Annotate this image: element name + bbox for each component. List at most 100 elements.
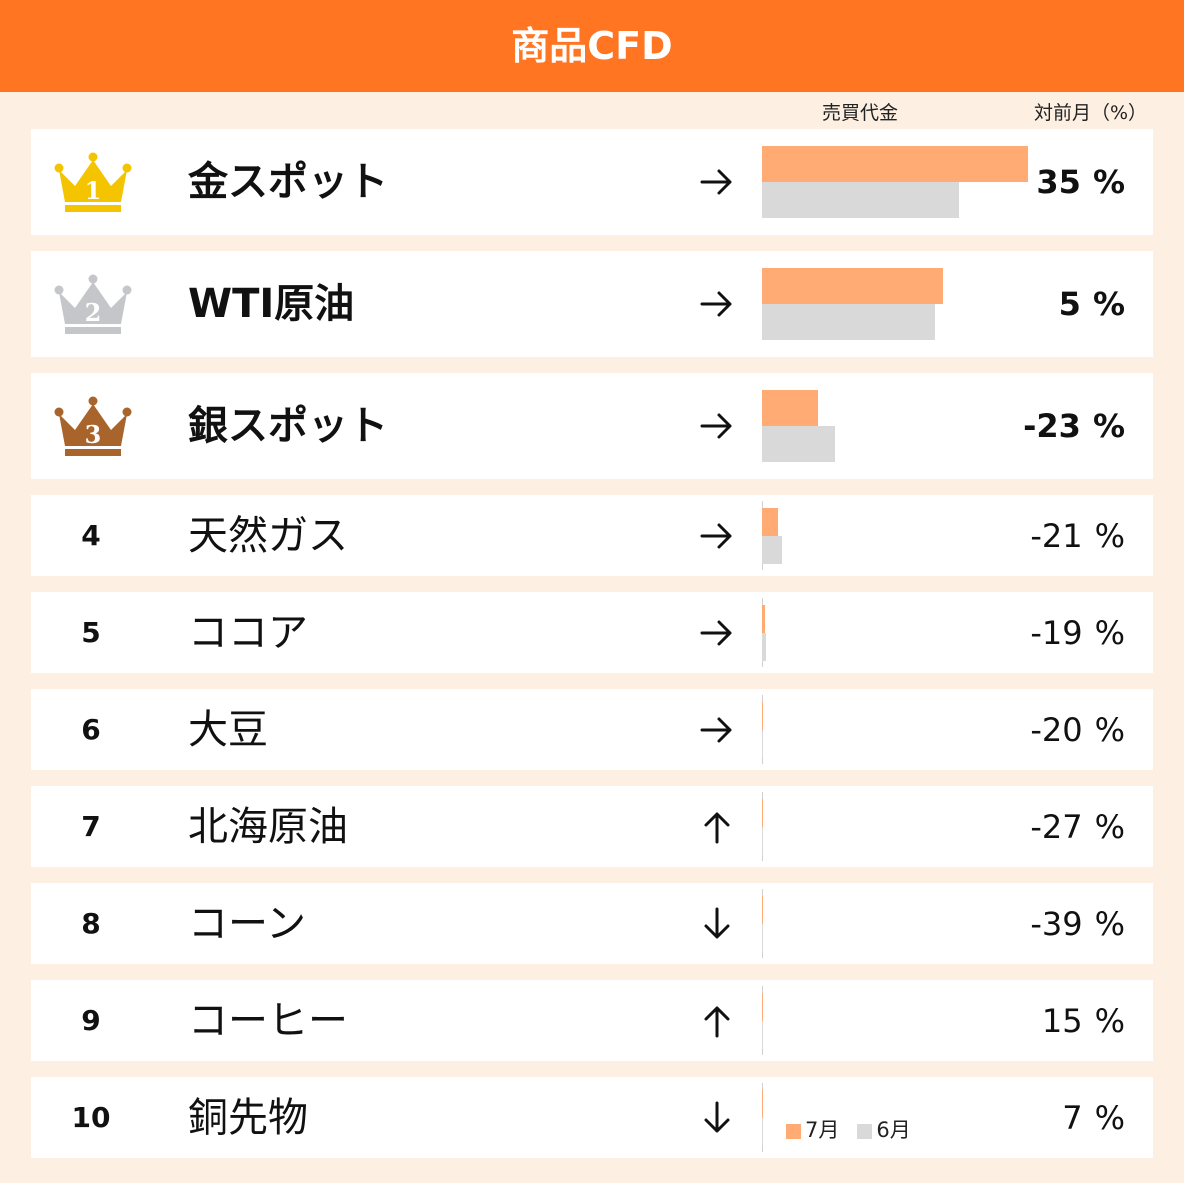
mom-unit: % [1094, 613, 1125, 652]
mom-value: -20 [1030, 710, 1083, 749]
mom-percent: -21% [1030, 516, 1125, 556]
bar-july [762, 798, 763, 827]
bar-june [762, 426, 836, 462]
instrument-name: ココア [188, 609, 308, 656]
page-title: 商品CFD [0, 0, 1184, 92]
mom-unit: % [1094, 807, 1125, 846]
mom-value: 35 [1036, 163, 1081, 201]
trend-right-arrow-icon [697, 406, 737, 446]
trend-right-arrow-icon [697, 613, 737, 653]
mom-value: -23 [1023, 407, 1081, 445]
bar-july [762, 507, 778, 536]
mom-value: -21 [1030, 516, 1083, 555]
table-row: 1 金スポット 35% [31, 129, 1153, 235]
bar-june [762, 182, 959, 218]
table-row: 3 銀スポット -23% [31, 373, 1153, 479]
bar-june [762, 632, 766, 661]
trend-down-arrow-icon [697, 1098, 737, 1138]
table-row: 5 ココア -19% [31, 592, 1153, 673]
bar-june [762, 923, 763, 952]
table-row: 6 大豆 -20% [31, 689, 1153, 770]
bar-july [762, 268, 943, 304]
instrument-name: 銅先物 [188, 1094, 308, 1141]
rank-number: 8 [81, 906, 101, 940]
mom-percent: 15% [1042, 1001, 1125, 1041]
trend-down-arrow-icon [697, 904, 737, 944]
crown-rank-number: 3 [85, 420, 102, 449]
table-row: 10 銅先物 7% 7月 6月 [31, 1077, 1153, 1158]
bar-june [762, 1020, 763, 1049]
crown-icon: 2 [53, 272, 133, 336]
bar-july [762, 701, 763, 730]
mom-value: 15 [1041, 1001, 1083, 1040]
bar-july [762, 895, 763, 924]
bar-july [762, 1089, 763, 1118]
instrument-name: 金スポット [188, 159, 388, 205]
table-row: 9 コーヒー 15% [31, 980, 1153, 1061]
bar-june [762, 826, 764, 855]
crown-icon: 1 [53, 150, 133, 214]
mom-percent: -23% [1023, 406, 1125, 446]
crown-rank-number: 1 [85, 176, 102, 205]
mom-percent: 35% [1036, 162, 1125, 202]
mom-percent: -19% [1030, 613, 1125, 653]
bar-june [762, 729, 764, 758]
trend-right-arrow-icon [697, 516, 737, 556]
table-row: 7 北海原油 -27% [31, 786, 1153, 867]
table-row: 2 WTI原油 5% [31, 251, 1153, 357]
legend-label: 6月 [876, 1118, 911, 1142]
bar-june [762, 535, 782, 564]
instrument-name: コーン [188, 900, 306, 947]
rank-number: 4 [81, 518, 101, 552]
legend-swatch [857, 1123, 873, 1139]
legend-item: 6月 [857, 1114, 911, 1144]
trend-right-arrow-icon [697, 162, 737, 202]
trend-up-arrow-icon [697, 807, 737, 847]
chart-legend: 7月 6月 [786, 1114, 929, 1144]
mom-percent: -39% [1030, 904, 1125, 944]
mom-value: 7 [1062, 1098, 1083, 1137]
rank-number: 5 [81, 615, 101, 649]
crown-icon: 3 [53, 394, 133, 458]
mom-value: -27 [1030, 807, 1083, 846]
table-row: 4 天然ガス -21% [31, 495, 1153, 576]
mom-unit: % [1094, 904, 1125, 943]
mom-column-header: 対前月（%） [1034, 102, 1148, 124]
instrument-name: 大豆 [188, 706, 268, 753]
rank-number: 6 [81, 712, 101, 746]
instrument-name: 天然ガス [188, 512, 348, 559]
mom-value: -19 [1030, 613, 1083, 652]
legend-label: 7月 [805, 1118, 840, 1142]
mom-unit: % [1092, 285, 1125, 323]
bar-july [762, 146, 1028, 182]
mom-unit: % [1094, 1098, 1125, 1137]
instrument-name: WTI原油 [188, 281, 355, 327]
instrument-name: 銀スポット [188, 403, 388, 449]
mom-value: -39 [1030, 904, 1083, 943]
trend-up-arrow-icon [697, 1001, 737, 1041]
mom-percent: -20% [1030, 710, 1125, 750]
table-row: 8 コーン -39% [31, 883, 1153, 964]
rank-number: 9 [81, 1003, 101, 1037]
mom-percent: -27% [1030, 807, 1125, 847]
bar-july [762, 390, 818, 426]
mom-unit: % [1094, 710, 1125, 749]
mom-unit: % [1094, 1001, 1125, 1040]
legend-swatch [786, 1123, 801, 1139]
legend-item: 7月 [786, 1114, 839, 1144]
rank-number: 10 [71, 1100, 111, 1134]
mom-unit: % [1094, 516, 1125, 555]
bar-july [762, 604, 765, 633]
rank-number: 7 [81, 809, 101, 843]
mom-value: 5 [1058, 285, 1081, 323]
trend-right-arrow-icon [697, 284, 737, 324]
bar-june [762, 304, 935, 340]
mom-percent: 5% [1059, 284, 1125, 324]
instrument-name: コーヒー [188, 997, 348, 1044]
trend-right-arrow-icon [697, 710, 737, 750]
sales-column-header: 売買代金 [822, 102, 899, 124]
instrument-name: 北海原油 [188, 803, 348, 850]
crown-rank-number: 2 [85, 298, 102, 327]
mom-unit: % [1092, 407, 1125, 445]
mom-unit: % [1092, 163, 1125, 201]
